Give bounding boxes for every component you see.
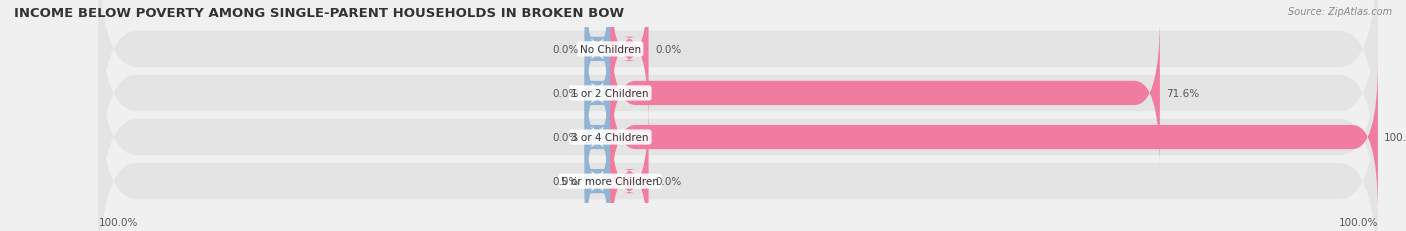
Text: 100.0%: 100.0% xyxy=(1339,217,1378,227)
Text: No Children: No Children xyxy=(579,45,641,55)
Text: 0.0%: 0.0% xyxy=(553,176,578,186)
FancyBboxPatch shape xyxy=(585,0,610,125)
Text: 100.0%: 100.0% xyxy=(1385,132,1406,143)
FancyBboxPatch shape xyxy=(610,106,648,231)
Text: 1 or 2 Children: 1 or 2 Children xyxy=(571,88,650,99)
FancyBboxPatch shape xyxy=(585,62,610,213)
FancyBboxPatch shape xyxy=(98,68,1378,231)
Text: INCOME BELOW POVERTY AMONG SINGLE-PARENT HOUSEHOLDS IN BROKEN BOW: INCOME BELOW POVERTY AMONG SINGLE-PARENT… xyxy=(14,7,624,20)
FancyBboxPatch shape xyxy=(610,18,1160,169)
Text: 0.0%: 0.0% xyxy=(553,132,578,143)
FancyBboxPatch shape xyxy=(585,106,610,231)
FancyBboxPatch shape xyxy=(98,0,1378,163)
Text: 71.6%: 71.6% xyxy=(1166,88,1199,99)
FancyBboxPatch shape xyxy=(98,0,1378,207)
Text: 100.0%: 100.0% xyxy=(98,217,138,227)
Text: Source: ZipAtlas.com: Source: ZipAtlas.com xyxy=(1288,7,1392,17)
Text: 0.0%: 0.0% xyxy=(553,88,578,99)
Text: 3 or 4 Children: 3 or 4 Children xyxy=(571,132,650,143)
FancyBboxPatch shape xyxy=(585,18,610,169)
Text: 0.0%: 0.0% xyxy=(655,45,682,55)
FancyBboxPatch shape xyxy=(610,62,1378,213)
FancyBboxPatch shape xyxy=(98,24,1378,231)
Text: 5 or more Children: 5 or more Children xyxy=(561,176,659,186)
FancyBboxPatch shape xyxy=(610,0,648,125)
Text: 0.0%: 0.0% xyxy=(553,45,578,55)
Text: 0.0%: 0.0% xyxy=(655,176,682,186)
